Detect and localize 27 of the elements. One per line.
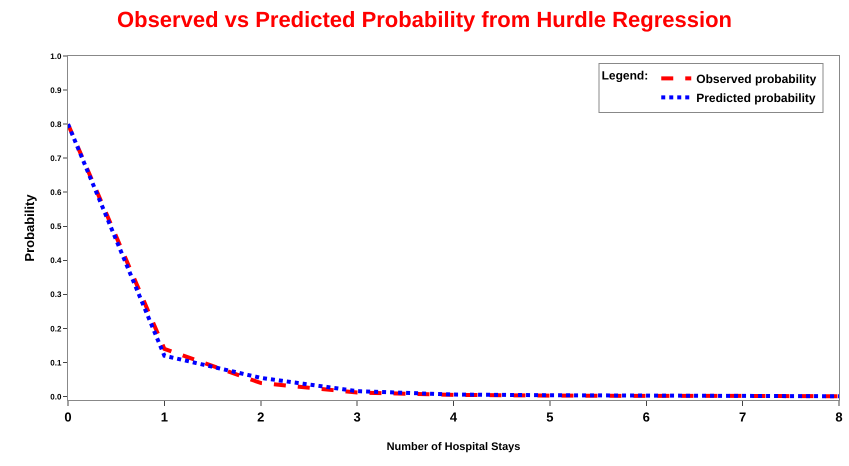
y-tick-label: 1.0 bbox=[50, 52, 62, 61]
legend-title: Legend: bbox=[602, 68, 648, 82]
y-tick-label: 0.5 bbox=[50, 222, 62, 232]
x-tick-label: 2 bbox=[257, 410, 264, 425]
x-tick-label: 6 bbox=[642, 410, 650, 425]
x-tick-label: 0 bbox=[64, 410, 72, 425]
chart-title: Observed vs Predicted Probability from Hurdle Regression bbox=[117, 7, 732, 32]
x-tick-label: 7 bbox=[739, 410, 746, 425]
y-tick-label: 0.8 bbox=[50, 120, 62, 129]
line-series bbox=[68, 122, 839, 398]
y-tick-label: 0.9 bbox=[50, 86, 62, 95]
x-tick-label: 3 bbox=[354, 410, 361, 425]
x-tick-label: 4 bbox=[450, 410, 458, 425]
y-axis-title: Probability bbox=[22, 194, 38, 262]
y-tick-label: 0.7 bbox=[50, 154, 62, 163]
y-tick-label: 0.0 bbox=[50, 392, 62, 402]
y-tick-label: 0.6 bbox=[50, 188, 62, 198]
y-tick-label: 0.1 bbox=[50, 358, 62, 368]
x-tick-label: 5 bbox=[546, 410, 554, 425]
legend-label: Predicted probability bbox=[696, 91, 816, 106]
y-tick-label: 0.4 bbox=[50, 256, 62, 266]
y-tick-label: 0.2 bbox=[50, 324, 62, 334]
y-tick-label: 0.3 bbox=[50, 290, 62, 300]
x-tick-label: 8 bbox=[835, 410, 843, 425]
legend-label: Observed probability bbox=[696, 72, 817, 86]
x-axis-title: Number of Hospital Stays bbox=[386, 440, 520, 453]
x-tick-label: 1 bbox=[160, 410, 168, 425]
